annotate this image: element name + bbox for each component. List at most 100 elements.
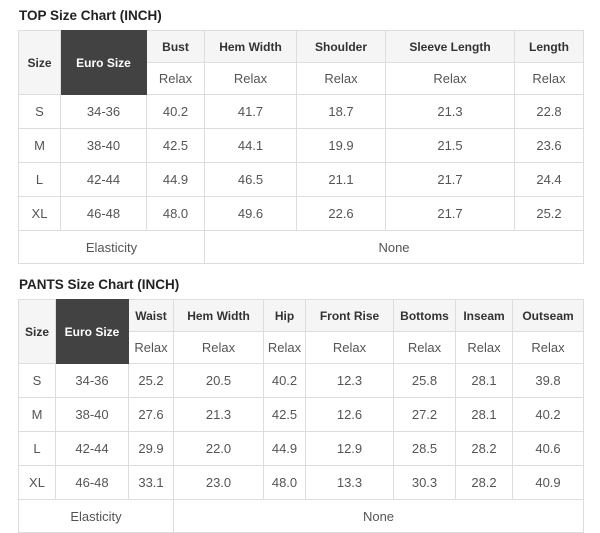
fit-cell: Relax [514, 62, 584, 95]
value-cell: 41.7 [204, 94, 297, 129]
value-cell: 33.1 [128, 465, 174, 500]
value-cell: 40.2 [263, 363, 306, 398]
value-cell: 25.2 [128, 363, 174, 398]
value-cell: 42.5 [146, 128, 205, 163]
top-header-euro-size: Euro Size [60, 30, 147, 95]
size-cell: XL [18, 465, 56, 500]
value-cell: 40.9 [512, 465, 584, 500]
fit-cell: Relax [512, 331, 584, 364]
table-row-xl: XL 46-48 48.0 49.6 22.6 21.7 25.2 [18, 196, 584, 231]
top-size-chart-table: Size Euro Size Bust Hem Width Shoulder S… [18, 30, 584, 264]
value-cell: 20.5 [173, 363, 264, 398]
euro-size-cell: 34-36 [60, 94, 147, 129]
euro-size-cell: 42-44 [55, 431, 129, 466]
value-cell: 49.6 [204, 196, 297, 231]
pants-header-waist: Waist [128, 299, 174, 332]
top-header-length: Length [514, 30, 584, 63]
value-cell: 25.8 [393, 363, 456, 398]
fit-cell: Relax [173, 331, 264, 364]
pants-elasticity-row: Elasticity None [18, 499, 584, 533]
top-header-shoulder: Shoulder [296, 30, 386, 63]
fit-cell: Relax [296, 62, 386, 95]
value-cell: 25.2 [514, 196, 584, 231]
value-cell: 19.9 [296, 128, 386, 163]
fit-cell: Relax [305, 331, 394, 364]
value-cell: 21.1 [296, 162, 386, 197]
top-header-sleeve-length: Sleeve Length [385, 30, 515, 63]
value-cell: 30.3 [393, 465, 456, 500]
pants-size-chart-table: Size Euro Size Waist Hem Width Hip Front… [18, 299, 584, 533]
euro-size-cell: 34-36 [55, 363, 129, 398]
value-cell: 44.1 [204, 128, 297, 163]
top-header-row: Size Euro Size Bust Hem Width Shoulder S… [18, 30, 584, 95]
value-cell: 22.0 [173, 431, 264, 466]
euro-size-cell: 46-48 [60, 196, 147, 231]
pants-chart-title: PANTS Size Chart (INCH) [19, 277, 180, 292]
top-chart-title: TOP Size Chart (INCH) [19, 8, 162, 23]
euro-size-cell: 38-40 [60, 128, 147, 163]
value-cell: 40.2 [512, 397, 584, 432]
value-cell: 48.0 [146, 196, 205, 231]
value-cell: 22.8 [514, 94, 584, 129]
value-cell: 13.3 [305, 465, 394, 500]
pants-header-euro-size: Euro Size [55, 299, 129, 364]
value-cell: 12.9 [305, 431, 394, 466]
value-cell: 44.9 [146, 162, 205, 197]
euro-size-cell: 38-40 [55, 397, 129, 432]
value-cell: 40.2 [146, 94, 205, 129]
size-cell: XL [18, 196, 61, 231]
value-cell: 46.5 [204, 162, 297, 197]
value-cell: 39.8 [512, 363, 584, 398]
value-cell: 21.7 [385, 162, 515, 197]
value-cell: 40.6 [512, 431, 584, 466]
table-row-s: S 34-36 40.2 41.7 18.7 21.3 22.8 [18, 94, 584, 129]
value-cell: 23.6 [514, 128, 584, 163]
pants-header-inseam: Inseam [455, 299, 513, 332]
elasticity-value-cell: None [204, 230, 584, 264]
elasticity-label-cell: Elasticity [18, 499, 174, 533]
pants-header-hem-width: Hem Width [173, 299, 264, 332]
size-cell: S [18, 94, 61, 129]
fit-cell: Relax [455, 331, 513, 364]
value-cell: 22.6 [296, 196, 386, 231]
value-cell: 48.0 [263, 465, 306, 500]
table-row-xl: XL 46-48 33.1 23.0 48.0 13.3 30.3 28.2 4… [18, 465, 584, 500]
size-cell: L [18, 162, 61, 197]
top-header-size: Size [18, 30, 61, 95]
fit-cell: Relax [204, 62, 297, 95]
pants-header-outseam: Outseam [512, 299, 584, 332]
euro-size-cell: 42-44 [60, 162, 147, 197]
pants-header-row: Size Euro Size Waist Hem Width Hip Front… [18, 299, 584, 364]
fit-cell: Relax [385, 62, 515, 95]
value-cell: 21.5 [385, 128, 515, 163]
value-cell: 27.2 [393, 397, 456, 432]
value-cell: 29.9 [128, 431, 174, 466]
value-cell: 28.1 [455, 397, 513, 432]
pants-header-bottoms: Bottoms [393, 299, 456, 332]
value-cell: 28.1 [455, 363, 513, 398]
pants-header-front-rise: Front Rise [305, 299, 394, 332]
value-cell: 12.3 [305, 363, 394, 398]
value-cell: 12.6 [305, 397, 394, 432]
pants-header-size: Size [18, 299, 56, 364]
value-cell: 18.7 [296, 94, 386, 129]
value-cell: 42.5 [263, 397, 306, 432]
size-cell: L [18, 431, 56, 466]
value-cell: 27.6 [128, 397, 174, 432]
value-cell: 21.3 [385, 94, 515, 129]
table-row-m: M 38-40 27.6 21.3 42.5 12.6 27.2 28.1 40… [18, 397, 584, 432]
table-row-s: S 34-36 25.2 20.5 40.2 12.3 25.8 28.1 39… [18, 363, 584, 398]
elasticity-value-cell: None [173, 499, 584, 533]
euro-size-cell: 46-48 [55, 465, 129, 500]
elasticity-label-cell: Elasticity [18, 230, 205, 264]
top-header-hem-width: Hem Width [204, 30, 297, 63]
value-cell: 28.2 [455, 465, 513, 500]
fit-cell: Relax [393, 331, 456, 364]
fit-cell: Relax [146, 62, 205, 95]
top-elasticity-row: Elasticity None [18, 230, 584, 264]
fit-cell: Relax [263, 331, 306, 364]
size-cell: S [18, 363, 56, 398]
fit-cell: Relax [128, 331, 174, 364]
top-fit-row: Relax Relax Relax Relax Relax [19, 62, 584, 95]
size-cell: M [18, 397, 56, 432]
